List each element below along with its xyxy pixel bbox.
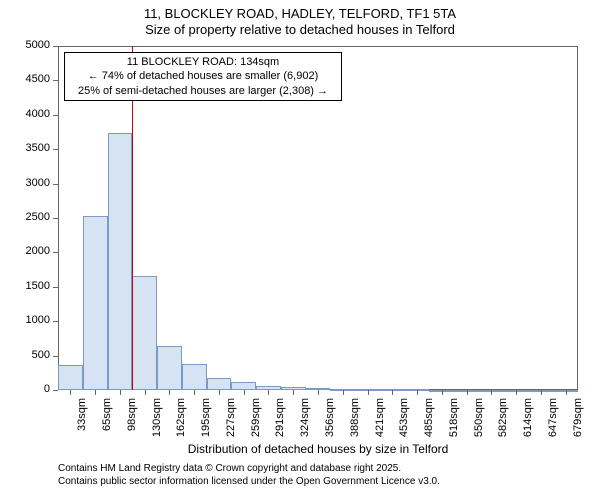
y-tick <box>53 184 58 185</box>
x-tick <box>442 390 443 395</box>
histogram-bar <box>207 378 232 390</box>
x-tick-label: 647sqm <box>547 398 559 446</box>
histogram-bar <box>231 382 256 390</box>
histogram-bar <box>157 346 182 390</box>
annotation-box: 11 BLOCKLEY ROAD: 134sqm← 74% of detache… <box>64 52 342 101</box>
y-tick <box>53 252 58 253</box>
y-tick <box>53 390 58 391</box>
x-tick-label: 518sqm <box>448 398 460 446</box>
x-tick-label: 130sqm <box>151 398 163 446</box>
y-tick-label: 1000 <box>14 314 50 326</box>
y-tick-label: 1500 <box>14 280 50 292</box>
x-tick <box>219 390 220 395</box>
x-tick <box>318 390 319 395</box>
y-tick-label: 3500 <box>14 142 50 154</box>
footnote-line1: Contains HM Land Registry data © Crown c… <box>58 462 440 475</box>
x-tick <box>70 390 71 395</box>
x-tick <box>467 390 468 395</box>
x-tick <box>566 390 567 395</box>
y-tick-label: 4500 <box>14 73 50 85</box>
x-tick-label: 485sqm <box>423 398 435 446</box>
x-tick-label: 227sqm <box>225 398 237 446</box>
x-tick <box>343 390 344 395</box>
x-tick-label: 259sqm <box>250 398 262 446</box>
annotation-line: 25% of semi-detached houses are larger (… <box>71 84 335 98</box>
chart-container: 11, BLOCKLEY ROAD, HADLEY, TELFORD, TF1 … <box>0 0 600 500</box>
x-tick <box>244 390 245 395</box>
x-tick-label: 291sqm <box>274 398 286 446</box>
y-tick-label: 5000 <box>14 39 50 51</box>
x-tick <box>417 390 418 395</box>
annotation-line: 11 BLOCKLEY ROAD: 134sqm <box>71 55 335 69</box>
x-tick <box>516 390 517 395</box>
x-tick-label: 453sqm <box>398 398 410 446</box>
x-tick <box>392 390 393 395</box>
x-tick <box>169 390 170 395</box>
title-line1: 11, BLOCKLEY ROAD, HADLEY, TELFORD, TF1 … <box>0 6 600 22</box>
x-tick <box>541 390 542 395</box>
y-tick-label: 4000 <box>14 108 50 120</box>
y-tick <box>53 115 58 116</box>
x-tick-label: 388sqm <box>349 398 361 446</box>
y-tick <box>53 80 58 81</box>
x-tick-label: 324sqm <box>299 398 311 446</box>
x-tick <box>95 390 96 395</box>
histogram-bar <box>132 276 157 390</box>
histogram-bar <box>83 216 108 390</box>
y-tick <box>53 356 58 357</box>
y-tick <box>53 287 58 288</box>
annotation-line: ← 74% of detached houses are smaller (6,… <box>71 69 335 83</box>
y-tick <box>53 46 58 47</box>
histogram-bar <box>108 133 133 390</box>
y-tick-label: 2500 <box>14 211 50 223</box>
y-tick <box>53 321 58 322</box>
x-tick-label: 421sqm <box>374 398 386 446</box>
x-tick <box>268 390 269 395</box>
y-tick-label: 500 <box>14 349 50 361</box>
x-tick-label: 550sqm <box>473 398 485 446</box>
x-tick <box>293 390 294 395</box>
x-tick <box>120 390 121 395</box>
x-tick-label: 195sqm <box>200 398 212 446</box>
y-tick-label: 0 <box>14 383 50 395</box>
histogram-bar <box>58 365 83 390</box>
title-line2: Size of property relative to detached ho… <box>0 22 600 38</box>
x-tick-label: 98sqm <box>126 398 138 446</box>
x-tick <box>145 390 146 395</box>
y-tick-label: 2000 <box>14 245 50 257</box>
y-tick <box>53 218 58 219</box>
title-block: 11, BLOCKLEY ROAD, HADLEY, TELFORD, TF1 … <box>0 0 600 37</box>
x-tick-label: 33sqm <box>76 398 88 446</box>
x-tick <box>368 390 369 395</box>
x-tick-label: 679sqm <box>572 398 584 446</box>
x-tick-label: 614sqm <box>522 398 534 446</box>
y-tick <box>53 149 58 150</box>
x-tick <box>491 390 492 395</box>
x-tick-label: 582sqm <box>497 398 509 446</box>
x-tick <box>194 390 195 395</box>
footnote-line2: Contains public sector information licen… <box>58 475 440 488</box>
x-tick-label: 162sqm <box>175 398 187 446</box>
x-tick-label: 65sqm <box>101 398 113 446</box>
footnote: Contains HM Land Registry data © Crown c… <box>58 462 440 488</box>
histogram-bar <box>182 364 207 390</box>
x-tick-label: 356sqm <box>324 398 336 446</box>
y-tick-label: 3000 <box>14 177 50 189</box>
